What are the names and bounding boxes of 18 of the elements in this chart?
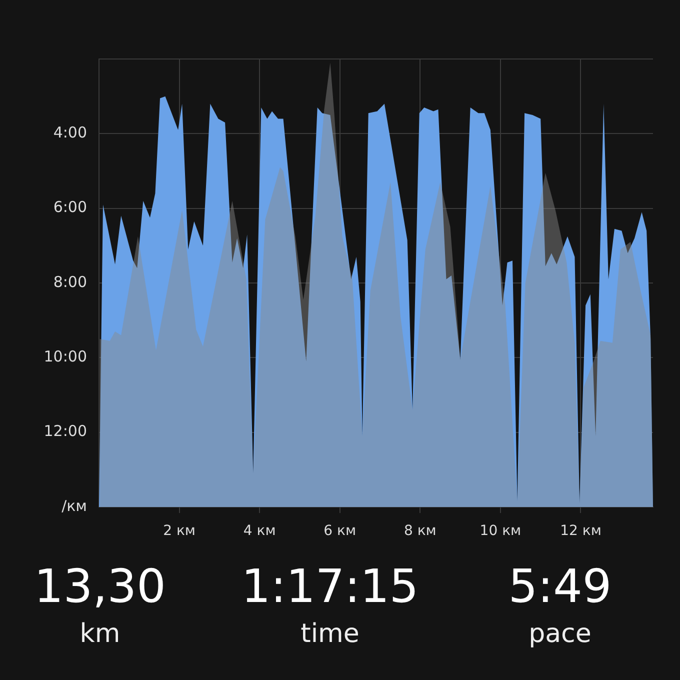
text: pace: [528, 618, 592, 651]
y-tick-label: 12:00: [44, 422, 87, 440]
x-tick-label: 4 км: [243, 523, 276, 540]
y-tick-label: /км: [62, 496, 87, 515]
y-tick-label: 10:00: [44, 348, 87, 366]
x-tick-label: 12 км: [560, 523, 602, 540]
text: 13,30: [33, 558, 167, 614]
x-tick-label: 10 км: [480, 523, 522, 540]
y-tick-label: 8:00: [53, 272, 87, 291]
x-tick-label: 2 км: [163, 523, 196, 540]
text: 1:17:15: [241, 558, 419, 614]
text: time: [300, 618, 360, 651]
text: km: [78, 618, 122, 651]
y-tick-label: 6:00: [53, 198, 87, 216]
x-tick-label: 8 км: [404, 523, 436, 540]
x-tick-label: 6 км: [324, 523, 356, 540]
y-tick-label: 4:00: [53, 124, 87, 142]
text: 5:49: [507, 558, 613, 614]
